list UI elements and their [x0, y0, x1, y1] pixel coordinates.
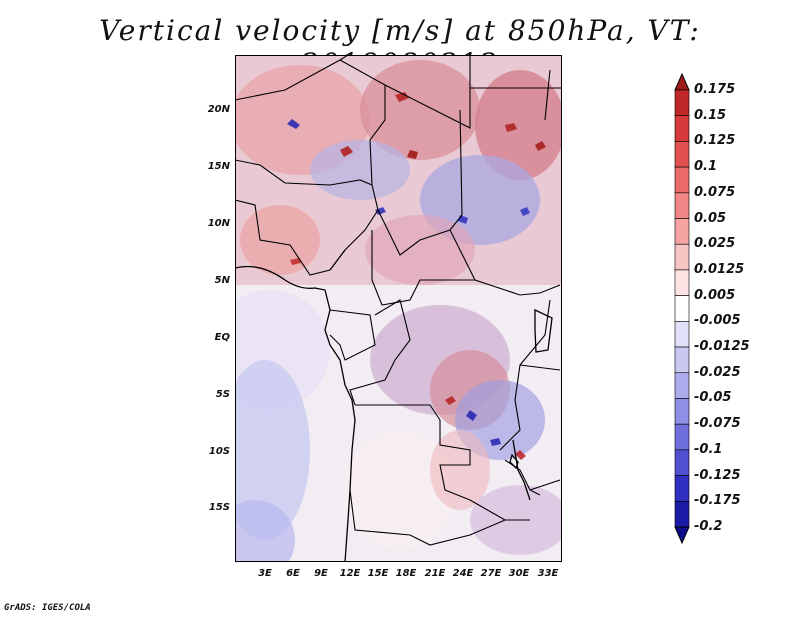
colorbar-swatch — [674, 398, 690, 425]
colorbar-swatch — [674, 192, 690, 219]
lon-tick-label: 27E — [480, 568, 502, 579]
colorbar-swatch — [674, 475, 690, 502]
colorbar-label: -0.05 — [694, 390, 732, 406]
lat-tick-label: 15N — [207, 161, 230, 172]
lon-tick-label: 12E — [339, 568, 361, 579]
lon-tick-label: 24E — [452, 568, 474, 579]
lon-tick-label: 21E — [424, 568, 446, 579]
lon-tick-label: 15E — [367, 568, 389, 579]
colorbar-swatch — [674, 218, 690, 245]
colorbar-swatch — [674, 449, 690, 476]
colorbar-label: 0.075 — [694, 184, 736, 200]
colorbar-swatch — [674, 141, 690, 168]
lon-tick-label: 6E — [286, 568, 300, 579]
colorbar-label: 0.15 — [694, 107, 727, 123]
velocity-field — [235, 55, 562, 562]
colorbar-swatch — [674, 500, 690, 528]
lat-tick-label: 5N — [214, 275, 230, 286]
lat-tick-label: 20N — [207, 104, 230, 115]
colorbar-label: 0.005 — [694, 287, 736, 303]
colorbar-label: -0.175 — [694, 493, 741, 509]
lat-tick-label: 10N — [207, 218, 230, 229]
lon-tick-label: 9E — [314, 568, 328, 579]
colorbar-swatch — [674, 372, 690, 399]
colorbar-swatch — [674, 346, 690, 374]
colorbar-label: -0.0125 — [694, 339, 750, 355]
colorbar-label: 0.125 — [694, 133, 736, 149]
lon-tick-label: 30E — [508, 568, 530, 579]
colorbar-label: 0.175 — [694, 82, 736, 97]
colorbar-swatch — [674, 423, 690, 451]
colorbar-label: -0.005 — [694, 313, 741, 329]
colorbar-label: -0.1 — [694, 441, 723, 457]
colorbar-swatch — [674, 269, 690, 296]
colorbar-swatch — [674, 115, 690, 142]
map-frame — [235, 55, 562, 562]
lon-tick-label: 33E — [537, 568, 559, 579]
colorbar-label: -0.125 — [694, 467, 741, 483]
colorbar-swatch — [674, 321, 690, 348]
colorbar-label: -0.2 — [694, 519, 723, 534]
lon-tick-label: 3E — [258, 568, 272, 579]
colorbar-swatch — [674, 295, 690, 322]
lon-tick-label: 18E — [395, 568, 417, 579]
colorbar-label: -0.025 — [694, 364, 741, 380]
colorbar-swatch — [674, 89, 690, 117]
colorbar-label: 0.05 — [694, 210, 727, 226]
lat-tick-label: 15S — [208, 502, 230, 513]
credit-text: GrADS: IGES/COLA — [4, 603, 91, 613]
colorbar-swatch — [674, 166, 690, 194]
colorbar-swatch — [674, 243, 690, 271]
lat-tick-label: EQ — [214, 332, 230, 343]
colorbar-label: 0.025 — [694, 236, 736, 252]
lat-tick-label: 10S — [208, 446, 230, 457]
colorbar-label: -0.075 — [694, 416, 741, 432]
colorbar-top-arrow — [674, 72, 690, 91]
coastline — [235, 265, 553, 562]
colorbar-label: 0.0125 — [694, 261, 745, 277]
colorbar-bottom-arrow — [674, 526, 690, 545]
lat-tick-label: 5S — [215, 389, 230, 400]
colorbar-label: 0.1 — [694, 159, 718, 175]
